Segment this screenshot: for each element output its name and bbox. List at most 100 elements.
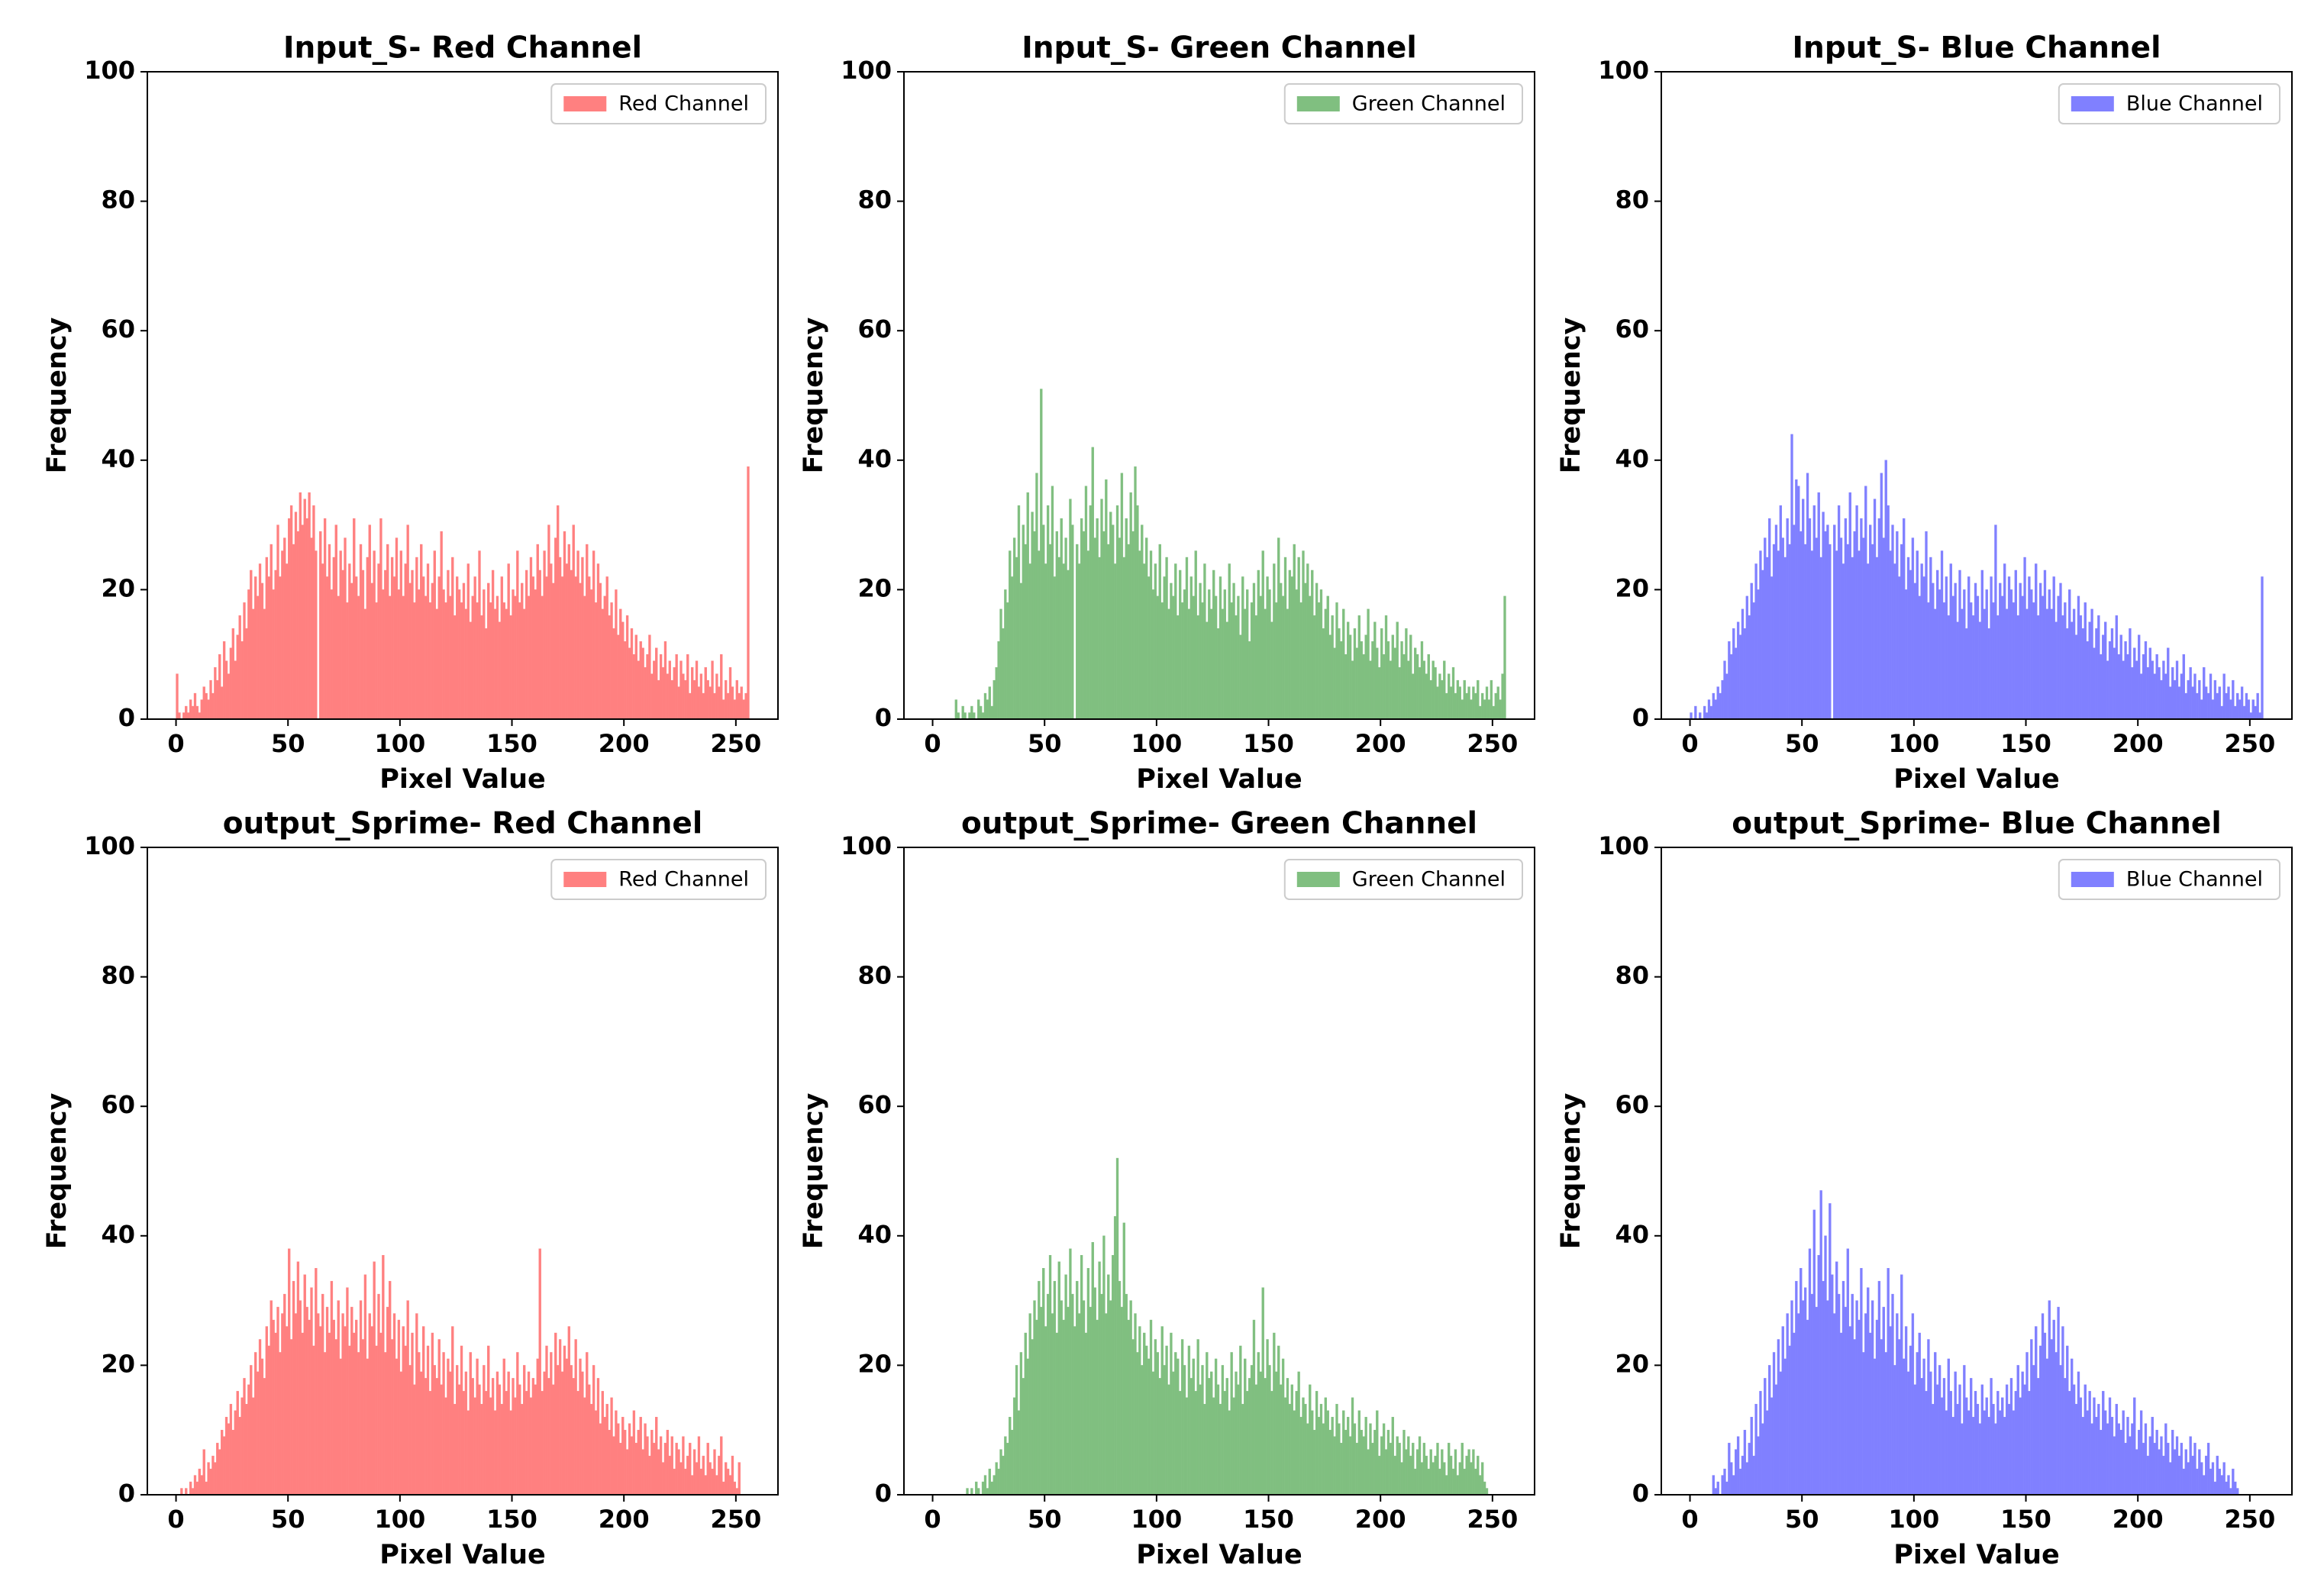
bar: [1286, 1378, 1289, 1496]
bar: [404, 563, 407, 720]
bar: [1208, 589, 1211, 720]
bar: [1362, 1436, 1365, 1496]
bar: [1051, 1313, 1054, 1496]
bar: [2115, 615, 2118, 720]
x-tick-label: 100: [1888, 729, 1939, 758]
y-axis-label: Frequency: [1556, 1092, 1586, 1249]
bar: [1870, 544, 1874, 720]
bar: [2171, 666, 2174, 720]
bar: [2126, 654, 2129, 720]
x-tick-label: 250: [1467, 1505, 1518, 1534]
bar: [1483, 699, 1486, 720]
x-tick-label: 100: [374, 1505, 425, 1534]
bar: [1721, 1475, 1724, 1496]
bar: [1841, 1280, 1845, 1496]
bar: [993, 1475, 996, 1496]
bar: [1170, 582, 1173, 720]
bar: [384, 1352, 387, 1496]
bar: [2093, 647, 2096, 720]
bar: [377, 1293, 380, 1496]
bar: [2256, 692, 2259, 720]
bar: [1474, 692, 1477, 720]
bar: [522, 1365, 526, 1496]
bar: [402, 595, 405, 720]
bar: [2068, 589, 2071, 720]
bar: [2184, 1449, 2187, 1496]
bar: [2030, 589, 2033, 720]
bar: [2023, 1384, 2026, 1496]
bar: [588, 576, 591, 720]
bar: [2009, 589, 2013, 720]
bar: [699, 1468, 703, 1496]
bar: [538, 570, 541, 720]
bar: [547, 524, 550, 720]
bar: [1407, 660, 1410, 720]
bar: [1415, 1449, 1419, 1496]
bar: [2019, 582, 2022, 720]
bar: [563, 531, 566, 720]
bar: [1480, 692, 1484, 720]
bar: [2229, 1488, 2232, 1496]
x-tick-label: 0: [167, 729, 184, 758]
bar: [1212, 570, 1215, 720]
bar: [325, 576, 329, 720]
bar: [648, 634, 651, 720]
y-tick-label: 80: [1615, 961, 1649, 990]
bar: [556, 1365, 560, 1496]
x-tick-label: 150: [2000, 729, 2051, 758]
bar: [1961, 1423, 1964, 1496]
bar: [2162, 1455, 2165, 1496]
bar: [695, 1462, 699, 1496]
y-tick-label: 20: [101, 1349, 135, 1378]
bar: [1183, 589, 1186, 720]
bar: [1185, 1397, 1189, 1496]
bar: [1487, 699, 1491, 720]
bar: [583, 595, 586, 720]
bar: [2079, 1397, 2083, 1496]
bar: [543, 550, 546, 720]
bar: [375, 602, 378, 720]
bar: [2198, 679, 2201, 720]
bar: [460, 1345, 463, 1496]
bar: [2103, 1410, 2107, 1496]
x-tick-label: 50: [1028, 729, 1062, 758]
y-tick-label: 0: [118, 703, 135, 732]
bar: [1728, 641, 1731, 720]
bar: [234, 660, 237, 720]
bar: [245, 1404, 248, 1496]
bar: [2238, 699, 2242, 720]
bar: [1929, 1371, 1932, 1496]
bar: [451, 1326, 454, 1496]
bar: [1743, 1429, 1747, 1496]
bar: [567, 544, 570, 720]
bar: [1223, 589, 1226, 720]
bar: [711, 660, 714, 720]
bar: [1290, 576, 1293, 720]
bar: [357, 595, 360, 720]
bar: [1954, 1371, 1957, 1496]
bar: [1802, 499, 1805, 720]
bar: [317, 1313, 320, 1496]
bar: [547, 1378, 550, 1496]
bar: [1206, 1352, 1209, 1496]
bar: [1340, 1442, 1343, 1496]
bar: [1987, 1417, 1990, 1496]
bar: [1860, 518, 1863, 720]
bar: [2173, 679, 2177, 720]
bar: [2191, 686, 2194, 720]
bar: [1064, 1274, 1067, 1496]
x-tick-label: 200: [599, 1505, 650, 1534]
bar: [1297, 1371, 1300, 1496]
bar: [337, 1300, 340, 1496]
y-tick-label: 40: [101, 444, 135, 473]
bar: [1781, 1326, 1784, 1496]
bar: [1947, 615, 1951, 720]
bar: [1707, 699, 1711, 720]
bar: [2045, 608, 2049, 720]
bar: [323, 518, 327, 720]
bar: [2182, 654, 2185, 720]
bar: [1069, 499, 1072, 720]
x-tick-label: 150: [1243, 729, 1294, 758]
bar: [545, 1345, 548, 1496]
bar: [1006, 1442, 1009, 1496]
